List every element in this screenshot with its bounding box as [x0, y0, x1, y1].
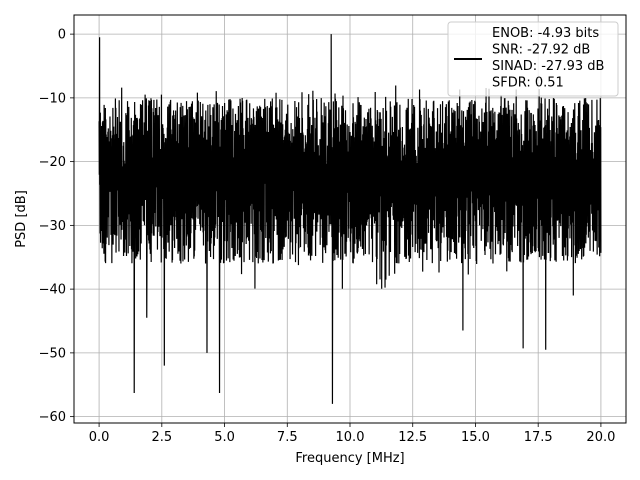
- y-tick-label: −50: [39, 346, 66, 361]
- x-tick-label: 2.5: [151, 430, 172, 445]
- y-tick-label: −60: [39, 410, 66, 425]
- legend-snr: SNR: -27.92 dB: [492, 43, 590, 58]
- x-tick-label: 20.0: [586, 430, 615, 445]
- x-tick-label: 0.0: [89, 430, 110, 445]
- x-tick-label: 5.0: [214, 430, 235, 445]
- y-tick-label: −30: [39, 219, 66, 234]
- legend-box: [447, 21, 619, 97]
- psd-series-line: [98, 34, 602, 404]
- y-tick-label: −20: [39, 155, 66, 170]
- x-tick-label: 15.0: [461, 430, 490, 445]
- y-axis: 0 −10 −20 −30 −40 −50 −60: [39, 28, 74, 425]
- x-axis: 0.0 2.5 5.0 7.5 10.0 12.5 15.0 17.5 20.0: [89, 423, 615, 445]
- x-tick-label: 10.0: [336, 430, 365, 445]
- y-tick-label: 0: [58, 28, 66, 43]
- x-tick-label: 12.5: [398, 430, 427, 445]
- legend: ENOB: -4.93 bits SNR: -27.92 dB SINAD: -…: [447, 21, 619, 97]
- psd-line-layer: [98, 34, 602, 404]
- x-axis-label: Frequency [MHz]: [295, 451, 404, 466]
- legend-sfdr: SFDR: 0.51: [492, 76, 564, 91]
- y-tick-label: −10: [39, 91, 66, 106]
- x-tick-label: 17.5: [524, 430, 553, 445]
- legend-enob: ENOB: -4.93 bits: [492, 26, 599, 41]
- y-tick-label: −40: [39, 283, 66, 298]
- x-tick-label: 7.5: [277, 430, 298, 445]
- y-axis-label: PSD [dB]: [14, 190, 29, 248]
- legend-sinad: SINAD: -27.93 dB: [492, 59, 604, 74]
